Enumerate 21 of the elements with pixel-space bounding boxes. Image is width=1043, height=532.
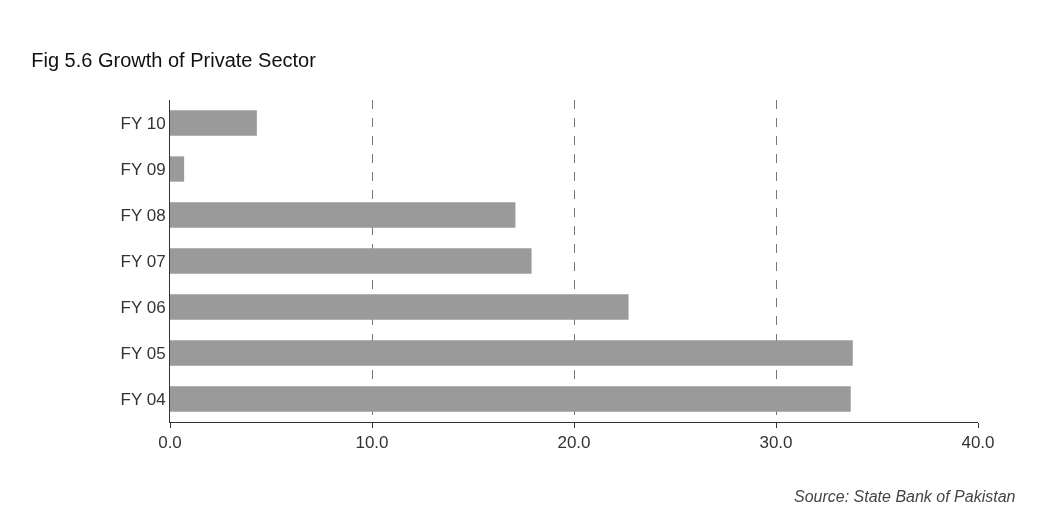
x-tick-label: 0.0 xyxy=(158,433,182,453)
y-tick-label: FY 09 xyxy=(120,159,166,179)
source-note: Source: State Bank of Pakistan xyxy=(794,488,1016,505)
y-tick-label: FY 05 xyxy=(120,343,166,363)
y-tick-label: FY 08 xyxy=(120,205,166,225)
chart-title: Fig 5.6 Growth of Private Sector xyxy=(31,49,317,72)
bar xyxy=(170,294,629,320)
x-tick-label: 30.0 xyxy=(759,433,793,453)
y-tick-label: FY 10 xyxy=(120,113,166,133)
bar xyxy=(170,110,257,136)
bar xyxy=(170,202,516,228)
y-tick-label: FY 07 xyxy=(120,251,166,271)
bar xyxy=(170,156,185,182)
x-tick-label: 10.0 xyxy=(355,433,389,453)
bar xyxy=(170,386,851,412)
bar xyxy=(170,340,853,366)
x-tick-label: 20.0 xyxy=(557,433,591,453)
y-tick-label: FY 06 xyxy=(120,297,166,317)
y-tick-label: FY 04 xyxy=(120,389,166,409)
x-tick-label: 40.0 xyxy=(961,433,995,453)
bar xyxy=(170,248,532,274)
